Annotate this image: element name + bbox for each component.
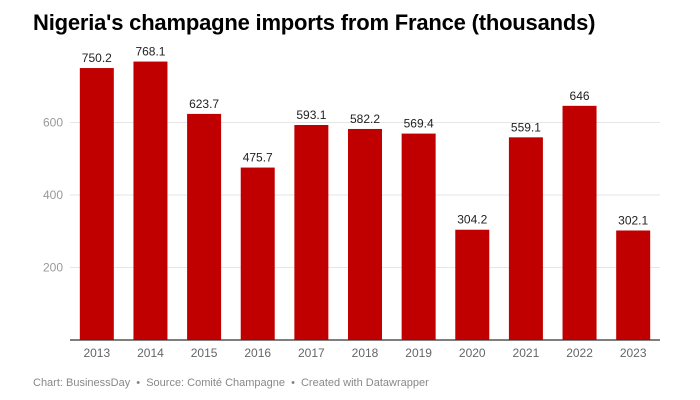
y-tick-label: 400 xyxy=(43,188,63,202)
data-label: 593.1 xyxy=(296,108,326,122)
bar-2020 xyxy=(455,229,490,340)
data-label: 475.7 xyxy=(243,151,273,165)
tool-credit: Created with Datawrapper xyxy=(300,377,429,389)
x-tick-label: 2015 xyxy=(191,346,218,360)
data-label: 750.2 xyxy=(82,51,112,65)
bar-2021 xyxy=(508,137,543,340)
data-label: 569.4 xyxy=(404,117,434,131)
x-tick-label: 2020 xyxy=(459,346,486,360)
footer-separator: • xyxy=(136,377,141,389)
axes: 200 400 600 2013 2014 2015 2016 2017 2018 2019 202… xyxy=(43,116,660,360)
data-label: 582.2 xyxy=(350,112,380,126)
bars xyxy=(79,61,651,341)
chart-footer: Chart: BusinessDay • Source: Comité Cham… xyxy=(33,377,429,389)
source-credit: Source: Comité Champagne xyxy=(146,377,285,389)
x-tick-label: 2019 xyxy=(405,346,432,360)
chart-credit: Chart: BusinessDay xyxy=(33,377,131,389)
data-label: 768.1 xyxy=(135,45,165,59)
x-tick-label: 2016 xyxy=(244,346,271,360)
x-tick-label: 2013 xyxy=(83,346,110,360)
bar-2015 xyxy=(187,113,222,340)
bar-2017 xyxy=(294,125,329,340)
y-tick-label: 200 xyxy=(43,261,63,275)
data-label: 304.2 xyxy=(457,213,487,227)
bar-2019 xyxy=(401,133,436,340)
bar-2022 xyxy=(562,105,597,340)
footer-separator: • xyxy=(291,377,295,389)
y-tick-label: 600 xyxy=(43,116,63,130)
bar-2018 xyxy=(348,128,382,340)
data-labels: 750.2 768.1 623.7 475.7 593.1 582.2 569.4 304.2… xyxy=(82,45,649,228)
x-tick-label: 2014 xyxy=(137,346,164,360)
bar-2016 xyxy=(240,167,275,340)
data-label: 302.1 xyxy=(618,213,648,227)
x-tick-label: 2018 xyxy=(352,346,379,360)
data-label: 623.7 xyxy=(189,97,219,111)
bar-2014 xyxy=(133,61,168,340)
data-label: 646 xyxy=(570,89,590,103)
bar-2013 xyxy=(79,68,114,341)
x-tick-label: 2023 xyxy=(620,346,647,360)
x-tick-label: 2017 xyxy=(298,346,325,360)
data-label: 559.1 xyxy=(511,120,541,134)
chart-title: Nigeria's champagne imports from France … xyxy=(33,10,596,35)
x-tick-label: 2021 xyxy=(513,346,540,360)
x-tick-label: 2022 xyxy=(566,346,593,360)
bar-2023 xyxy=(616,230,651,340)
